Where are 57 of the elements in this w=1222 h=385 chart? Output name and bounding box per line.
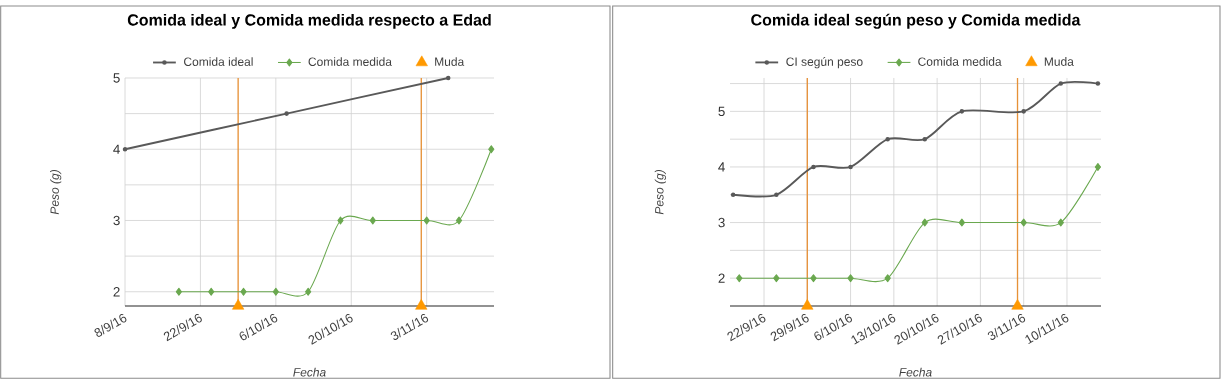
legend-label: CI según peso	[786, 56, 863, 69]
y-tick-label: 4	[718, 162, 725, 172]
point	[208, 287, 215, 296]
point	[774, 192, 779, 198]
point	[488, 145, 495, 154]
y-tick-label: 2	[718, 273, 725, 283]
point	[369, 216, 376, 225]
point	[284, 111, 289, 116]
y-axis-title: Peso (g)	[50, 170, 62, 215]
point	[921, 218, 928, 227]
point	[305, 287, 312, 296]
point	[1095, 81, 1101, 86]
point	[455, 216, 463, 225]
chart-title: Comida ideal según peso y Comida medida	[751, 13, 1081, 29]
y-tick-label: 5	[718, 106, 725, 117]
point	[922, 136, 928, 142]
point	[240, 287, 247, 296]
point	[445, 75, 451, 81]
x-axis-title: Fecha	[899, 367, 932, 377]
point	[773, 274, 780, 283]
point	[1094, 162, 1102, 171]
y-tick-label: 4	[113, 144, 120, 154]
point	[1011, 299, 1024, 310]
point	[1058, 81, 1064, 86]
point	[885, 136, 890, 142]
point	[1020, 218, 1027, 227]
legend-label: Comida medida	[918, 57, 1002, 66]
point	[736, 274, 743, 283]
point	[232, 299, 245, 310]
point	[801, 299, 814, 310]
point	[415, 299, 428, 310]
point	[1057, 218, 1064, 227]
legend-label: Comida ideal	[184, 57, 253, 66]
y-tick-label: 2	[113, 287, 120, 297]
point	[730, 192, 736, 198]
point	[175, 287, 183, 296]
legend-label: Muda	[435, 57, 465, 66]
point	[959, 109, 965, 114]
legend-label: Comida medida	[308, 57, 392, 66]
point	[272, 287, 279, 296]
y-tick-label: 5	[113, 73, 120, 83]
point	[337, 216, 344, 225]
point	[958, 218, 966, 227]
point	[1021, 109, 1026, 114]
point	[810, 274, 817, 283]
y-tick-label: 3	[113, 215, 120, 226]
legend-label: Muda	[1044, 57, 1074, 66]
point	[847, 274, 854, 283]
point	[811, 164, 816, 170]
point	[122, 146, 128, 152]
point	[884, 274, 891, 283]
x-axis-title: Fecha	[293, 367, 326, 377]
y-tick-label: 3	[718, 217, 725, 228]
point	[423, 216, 430, 225]
chart-title: Comida ideal y Comida medida respecto a Edad	[127, 13, 491, 29]
point	[848, 164, 853, 170]
y-axis-title: Peso (g)	[654, 170, 666, 215]
